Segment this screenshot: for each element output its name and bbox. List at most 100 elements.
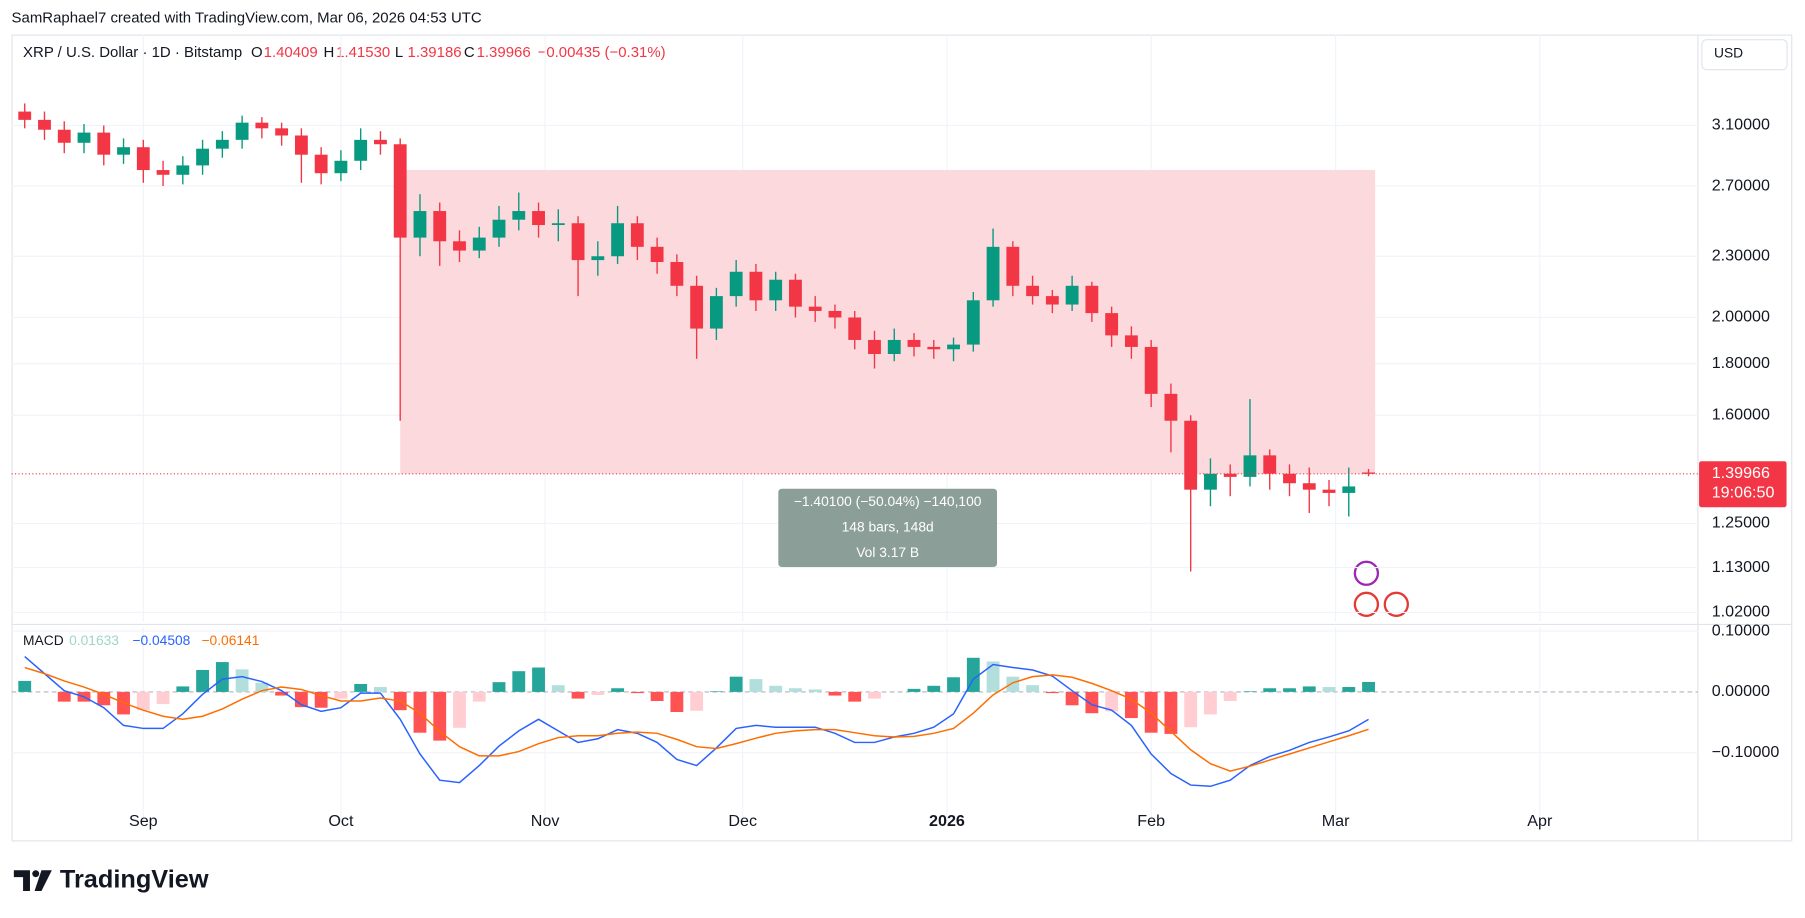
- candle-body: [551, 223, 565, 226]
- candle-body: [196, 148, 210, 166]
- histogram-bar: [927, 685, 941, 692]
- histogram-bar: [1243, 691, 1257, 692]
- candle-body: [1263, 455, 1277, 474]
- y-tick-label: −0.10000: [1712, 743, 1780, 761]
- candle-body: [1243, 455, 1257, 477]
- histogram-bar: [1164, 691, 1178, 734]
- candle-body: [1006, 246, 1020, 286]
- histogram-bar: [1006, 676, 1020, 692]
- histogram-bar: [532, 667, 545, 692]
- y-tick-label: 2.30000: [1712, 247, 1770, 265]
- histogram-bar: [808, 689, 822, 692]
- candle-body: [156, 170, 170, 175]
- macd-line: [24, 656, 1369, 788]
- candle-body: [1302, 483, 1316, 490]
- histogram-bar: [1124, 691, 1138, 719]
- histogram-bar: [848, 691, 862, 702]
- ohlc-key: H: [323, 44, 334, 61]
- candle-body: [789, 279, 802, 307]
- histogram-bar: [729, 676, 743, 692]
- candle-body: [1085, 285, 1099, 314]
- histogram-bar: [670, 691, 684, 712]
- histogram-bar: [1263, 688, 1277, 692]
- tv-logo-icon: [13, 870, 52, 891]
- candle-body: [215, 139, 229, 149]
- histogram-bar: [1283, 688, 1296, 692]
- candle-body: [433, 211, 447, 242]
- y-tick-label: 0.00000: [1712, 682, 1770, 700]
- y-tick-label: 1.60000: [1712, 405, 1770, 423]
- candle-body: [294, 135, 308, 155]
- x-tick-label: Nov: [531, 812, 560, 830]
- currency[interactable]: USD: [1714, 45, 1743, 61]
- candle-body: [1362, 472, 1375, 474]
- candle-body: [887, 339, 901, 355]
- candle-body: [729, 271, 743, 297]
- symbol: XRP / U.S. Dollar · 1D · Bitstamp: [23, 44, 242, 61]
- histogram-bar: [433, 691, 447, 741]
- ohlc-key: C: [464, 44, 475, 61]
- candle-body: [571, 223, 585, 261]
- candle-body: [354, 139, 368, 161]
- histogram-bar: [907, 688, 921, 692]
- histogram-bar: [551, 685, 565, 692]
- candle-body: [769, 279, 783, 301]
- histogram-bar: [630, 691, 644, 694]
- y-tick-label: 2.70000: [1712, 176, 1770, 194]
- candle-body: [1045, 296, 1059, 305]
- histogram-bar: [571, 691, 585, 699]
- histogram-bar: [413, 691, 427, 733]
- candle-body: [57, 129, 71, 143]
- x-tick-label: Sep: [129, 812, 158, 830]
- chart-frame: [11, 34, 1793, 842]
- histogram-bar: [1065, 691, 1079, 706]
- candle-body: [709, 296, 723, 329]
- macd-legend-value: −0.06141: [201, 632, 259, 648]
- histogram-bar: [1302, 686, 1316, 692]
- candle-body: [393, 144, 407, 238]
- countdown-label: 19:06:50: [1712, 484, 1775, 502]
- candle-body: [492, 219, 506, 238]
- candle-body: [532, 211, 545, 226]
- histogram-bar: [690, 691, 704, 711]
- candle-body: [1204, 473, 1217, 490]
- histogram-bar: [1223, 691, 1237, 702]
- histogram-bar: [374, 687, 387, 692]
- histogram-bar: [789, 688, 802, 692]
- candle-body: [670, 262, 684, 286]
- candle-body: [1283, 473, 1296, 484]
- candle-body: [611, 223, 625, 257]
- candle-body: [1124, 335, 1138, 347]
- candle-body: [97, 132, 111, 155]
- histogram-bar: [354, 683, 368, 692]
- histogram-bar: [255, 682, 269, 692]
- histogram-bar: [1026, 685, 1040, 692]
- histogram-bar: [1362, 681, 1375, 692]
- histogram-bar: [492, 682, 506, 692]
- histogram-bar: [275, 691, 289, 696]
- histogram-bar: [709, 691, 723, 692]
- candle-body: [334, 160, 348, 174]
- histogram-bar: [472, 691, 486, 702]
- histogram-bar: [650, 691, 664, 702]
- ohlc-value: 1.39966: [477, 44, 531, 61]
- ohlc-value: 1.41530: [336, 44, 390, 61]
- histogram-bar: [1085, 691, 1099, 714]
- x-tick-label: 2026: [929, 812, 965, 830]
- currency-box[interactable]: [1701, 39, 1788, 71]
- candle-body: [927, 346, 941, 350]
- candle-body: [966, 300, 980, 345]
- x-tick-label: Mar: [1322, 812, 1350, 830]
- histogram-bar: [453, 691, 466, 728]
- histogram-bar: [868, 691, 881, 699]
- candle-body: [136, 147, 150, 171]
- histogram-bar: [136, 691, 150, 711]
- histogram-bar: [1204, 691, 1217, 715]
- histogram-bar: [611, 688, 625, 692]
- macd-legend-value: 0.01633: [69, 632, 119, 648]
- candle-body: [986, 246, 1000, 301]
- candle-body: [374, 139, 387, 145]
- histogram-bar: [1342, 687, 1356, 692]
- histogram-bar: [1105, 691, 1119, 712]
- histogram-bar: [176, 686, 190, 692]
